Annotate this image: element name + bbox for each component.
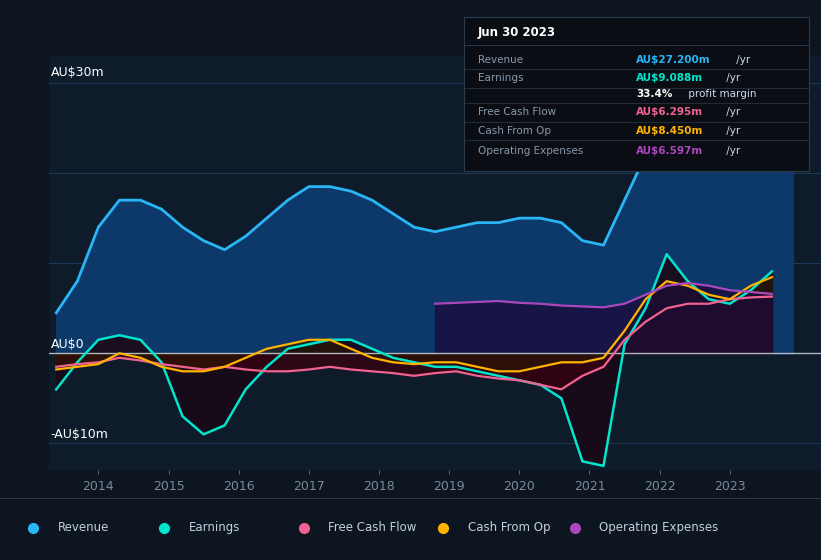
Text: AU$6.295m: AU$6.295m [636, 108, 704, 117]
Text: Cash From Op: Cash From Op [468, 521, 550, 534]
Text: /yr: /yr [723, 73, 741, 83]
Text: Earnings: Earnings [189, 521, 241, 534]
Text: AU$30m: AU$30m [51, 66, 104, 79]
Text: 33.4%: 33.4% [636, 89, 672, 99]
Text: Jun 30 2023: Jun 30 2023 [478, 26, 556, 39]
Text: Cash From Op: Cash From Op [478, 126, 551, 136]
Text: Free Cash Flow: Free Cash Flow [478, 108, 556, 117]
Text: Earnings: Earnings [478, 73, 523, 83]
Text: AU$0: AU$0 [51, 338, 85, 351]
Text: /yr: /yr [723, 146, 741, 156]
Text: Operating Expenses: Operating Expenses [599, 521, 718, 534]
Text: Free Cash Flow: Free Cash Flow [328, 521, 417, 534]
Text: /yr: /yr [723, 108, 741, 117]
Text: -AU$10m: -AU$10m [51, 428, 108, 441]
Text: Revenue: Revenue [57, 521, 109, 534]
Text: AU$9.088m: AU$9.088m [636, 73, 704, 83]
Text: AU$8.450m: AU$8.450m [636, 126, 704, 136]
Text: AU$6.597m: AU$6.597m [636, 146, 704, 156]
Text: Operating Expenses: Operating Expenses [478, 146, 583, 156]
Text: /yr: /yr [733, 55, 750, 65]
Text: /yr: /yr [723, 126, 741, 136]
Text: profit margin: profit margin [685, 89, 756, 99]
Text: Revenue: Revenue [478, 55, 523, 65]
Text: AU$27.200m: AU$27.200m [636, 55, 711, 65]
